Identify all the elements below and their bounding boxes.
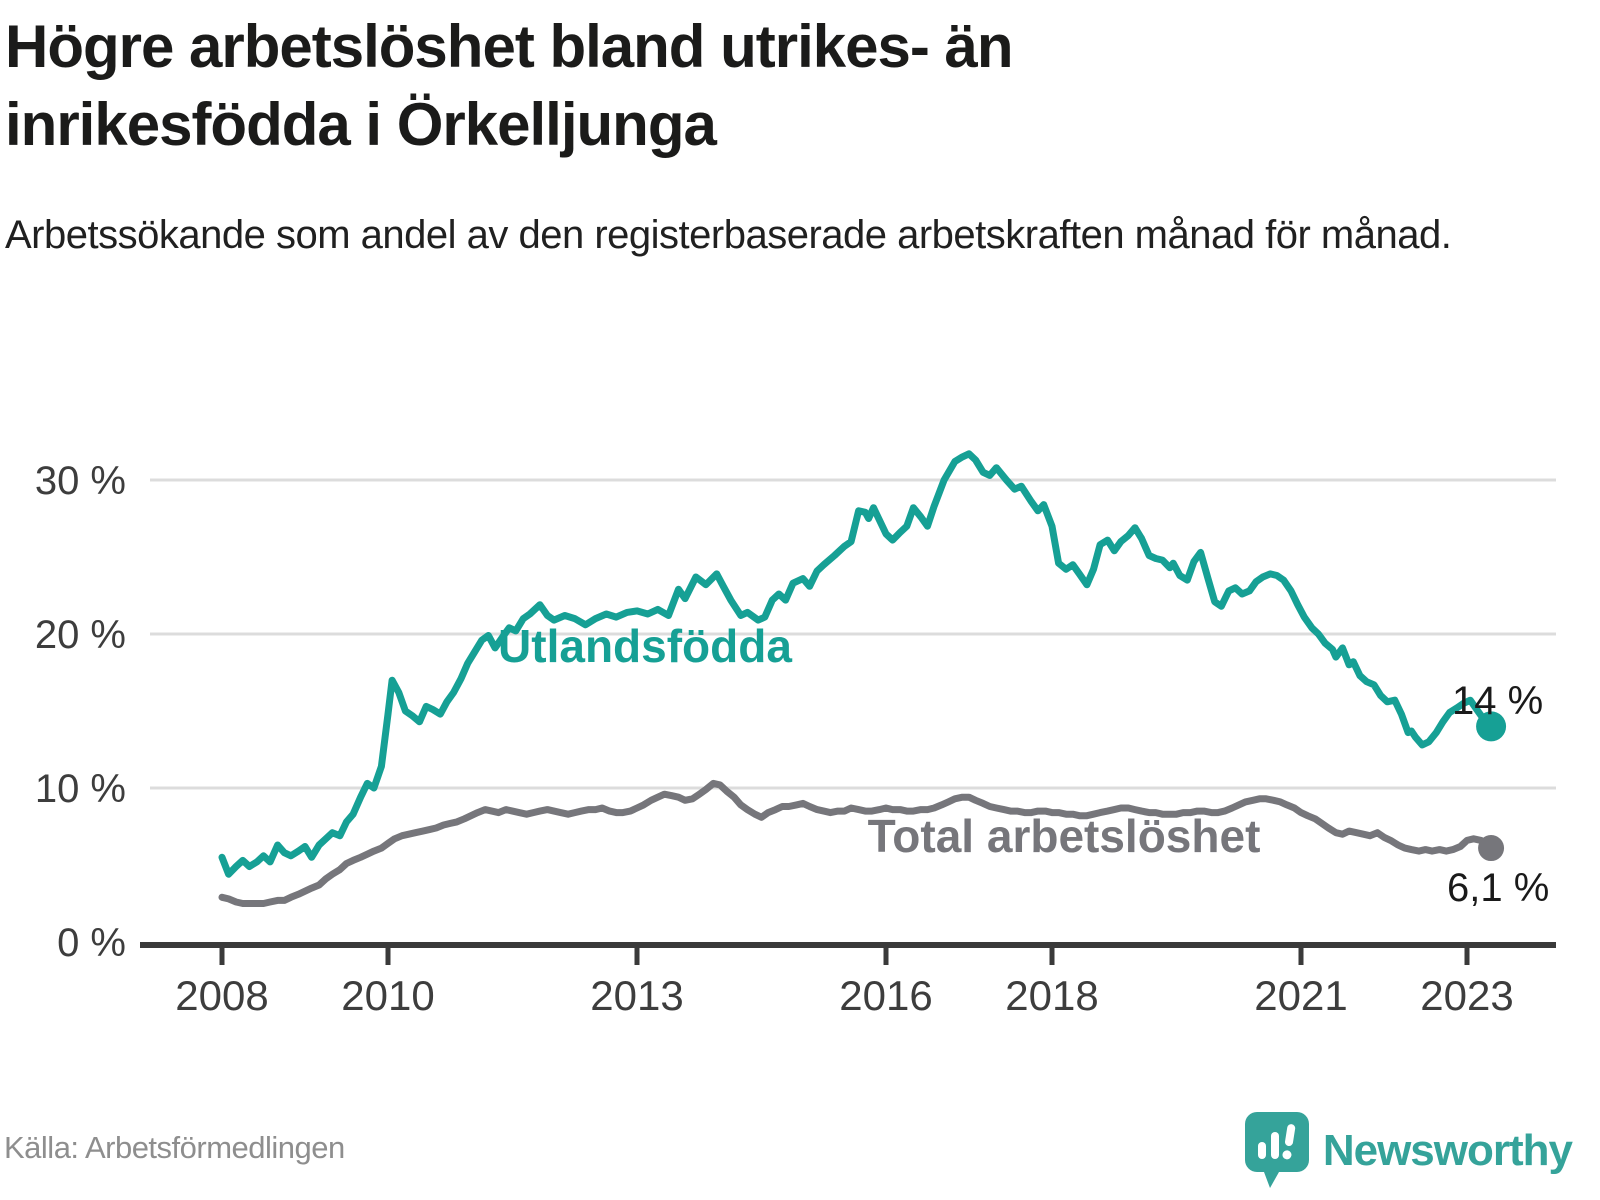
- x-tick-label: 2023: [1420, 972, 1513, 1019]
- series-lines: [218, 450, 1507, 907]
- x-tick-label: 2013: [590, 972, 683, 1019]
- y-tick-label: 10 %: [35, 767, 126, 811]
- series-label-total: Total arbetslöshet: [868, 810, 1261, 862]
- end-dot-utlandsfodda: [1476, 711, 1507, 742]
- y-tick-label: 30 %: [35, 459, 126, 503]
- chart-subtitle: Arbetssökande som andel av den registerb…: [5, 213, 1452, 257]
- y-tick-label: 0 %: [57, 921, 126, 965]
- end-value-label-total: 6,1 %: [1447, 866, 1549, 910]
- gridlines: 0 % 10 % 20 % 30 %: [35, 459, 1556, 965]
- newsworthy-pin-barchart-icon: [1244, 1112, 1309, 1188]
- x-tick-label: 2018: [1005, 972, 1098, 1019]
- x-tick-label: 2008: [175, 972, 268, 1019]
- end-value-label-utlandsfodda: 14 %: [1452, 679, 1543, 723]
- page-title: Högre arbetslöshet bland utrikes- än inr…: [5, 13, 1014, 158]
- x-tick-label: 2021: [1254, 972, 1347, 1019]
- x-tick-label: 2016: [839, 972, 932, 1019]
- x-tick-label: 2010: [341, 972, 434, 1019]
- chart-labels: Utlandsfödda Total arbetslöshet 14 % 6,1…: [498, 620, 1549, 910]
- y-tick-label: 20 %: [35, 613, 126, 657]
- newsworthy-logo-text: Newsworthy: [1322, 1126, 1573, 1175]
- series-line-total: [218, 779, 1495, 907]
- end-dot-total: [1478, 835, 1505, 862]
- newsworthy-logo: Newsworthy: [1244, 1112, 1573, 1190]
- series-line-utlandsfodda: [218, 450, 1495, 878]
- series-label-utlandsfodda: Utlandsfödda: [498, 620, 792, 672]
- x-axis: 2008 2010 2013 2016 2018 2021 2023: [140, 942, 1556, 1019]
- source-note: Källa: Arbetsförmedlingen: [4, 1130, 345, 1165]
